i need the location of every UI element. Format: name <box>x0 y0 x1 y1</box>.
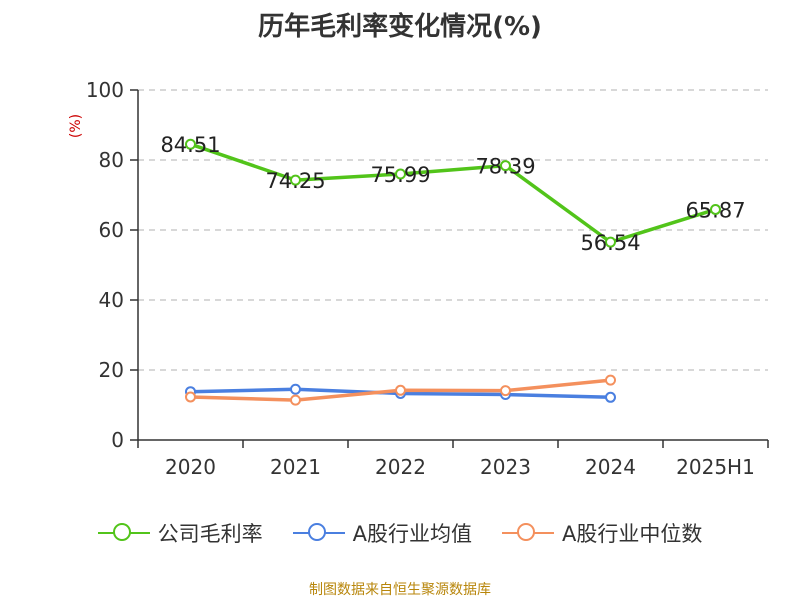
y-tick-label: 60 <box>99 218 124 242</box>
data-label: 78.39 <box>475 155 535 179</box>
y-tick-label: 40 <box>99 288 124 312</box>
data-label: 74.25 <box>265 169 325 193</box>
x-tick-label: 2022 <box>375 455 426 479</box>
legend-swatch-industry-median <box>502 523 554 543</box>
y-tick-label: 20 <box>99 358 124 382</box>
x-tick-label: 2023 <box>480 455 531 479</box>
data-point <box>395 384 406 396</box>
data-point <box>290 394 301 406</box>
data-label: 56.54 <box>580 231 640 255</box>
data-point <box>605 391 616 403</box>
y-tick-label: 0 <box>111 428 124 452</box>
legend-item-industry-median[interactable]: A股行业中位数 <box>502 518 702 548</box>
data-point <box>395 168 406 180</box>
legend-swatch-company <box>97 523 150 543</box>
data-label: 65.87 <box>685 198 745 222</box>
x-tick-label: 2020 <box>165 455 216 479</box>
legend-item-industry-mean[interactable]: A股行业均值 <box>292 518 472 548</box>
y-tick-label: 100 <box>86 78 124 102</box>
legend-item-company[interactable]: 公司毛利率 <box>97 518 263 548</box>
data-point <box>605 236 616 248</box>
y-tick-label: 80 <box>99 148 124 172</box>
data-point <box>500 385 511 397</box>
data-point <box>605 374 616 386</box>
legend-label-industry-median: A股行业中位数 <box>562 522 703 546</box>
data-point <box>290 174 301 186</box>
x-tick-label: 2025H1 <box>676 455 755 479</box>
data-point <box>500 160 511 172</box>
data-point <box>185 138 196 150</box>
x-tick-label: 2024 <box>585 455 636 479</box>
data-point <box>290 383 301 395</box>
data-point <box>185 391 196 403</box>
data-source-note: 制图数据来自恒生聚源数据库 <box>309 582 491 598</box>
series-line-0 <box>188 142 718 244</box>
legend-swatch-industry-mean <box>292 523 345 543</box>
data-label: 75.99 <box>370 163 430 187</box>
legend-label-company: 公司毛利率 <box>157 522 263 546</box>
legend: 公司毛利率 A股行业均值 A股行业中位数 <box>0 518 800 548</box>
y-axis-unit-label: (%) <box>68 114 84 138</box>
x-tick-label: 2021 <box>270 455 321 479</box>
data-point <box>710 203 721 215</box>
chart-title: 历年毛利率变化情况(%) <box>258 12 542 42</box>
data-label: 84.51 <box>160 133 220 157</box>
legend-label-industry-mean: A股行业均值 <box>352 522 472 546</box>
